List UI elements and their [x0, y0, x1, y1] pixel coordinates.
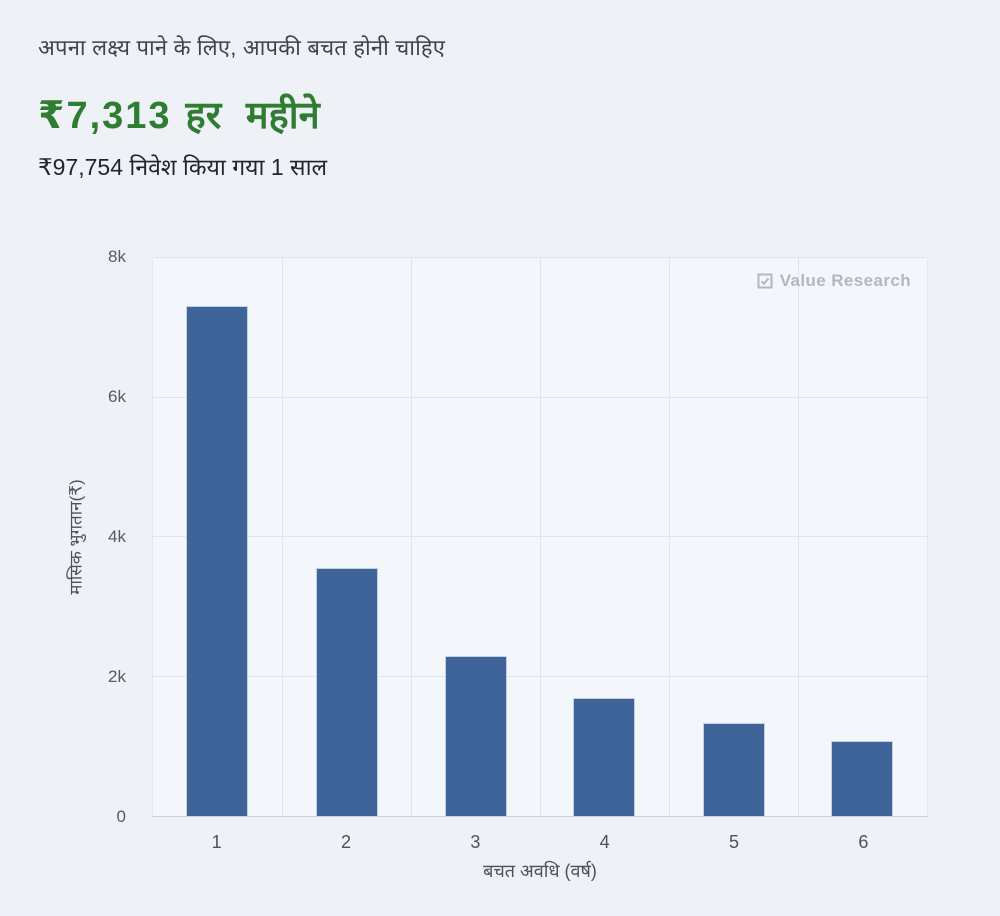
goal-intro-text: अपना लक्ष्य पाने के लिए, आपकी बचत होनी च… [38, 35, 446, 60]
y-axis-title: मासिक भुगतान(₹) [66, 479, 86, 595]
x-tick-label-5: 5 [728, 832, 740, 852]
checkbox-check-icon [757, 273, 773, 289]
x-tick-label-1: 1 [211, 832, 222, 852]
bar-year-1[interactable] [186, 305, 249, 816]
total-invested-text: ₹97,754 निवेश किया गया 1 साल [38, 154, 328, 180]
y-tick-label-4k: 4k [108, 527, 126, 546]
x-tick-label-3: 3 [470, 832, 481, 852]
x-gridline-3 [540, 258, 541, 816]
x-gridline-1 [281, 258, 283, 816]
watermark-label: Value Research [779, 271, 911, 290]
y-tick-label-6k: 6k [108, 387, 126, 406]
x-tick-label-6: 6 [858, 832, 869, 852]
x-axis: 1 2 3 4 5 6 [152, 832, 928, 858]
monthly-saving-headline: ₹7,313 हर महीने [38, 88, 320, 140]
x-gridline-4 [668, 258, 670, 816]
y-gridline-8k [153, 257, 927, 258]
bar-year-3[interactable] [444, 656, 507, 816]
value-research-watermark: Value Research [757, 271, 911, 291]
bar-year-6[interactable] [831, 741, 894, 816]
x-tick-label-2: 2 [340, 832, 352, 852]
x-axis-title: बचत अवधि (वर्ष) [483, 861, 597, 881]
monthly-saving-suffix: हर महीने [185, 95, 320, 137]
bar-year-5[interactable] [702, 723, 765, 816]
bar-year-2[interactable] [315, 568, 378, 816]
x-tick-label-4: 4 [599, 832, 610, 852]
x-gridline-2 [410, 258, 412, 816]
y-tick-label-8k: 8k [108, 247, 126, 266]
bar-chart-plot-area: Value Research [152, 257, 928, 817]
x-gridline-5 [798, 258, 799, 816]
y-axis: 0 2k 4k 6k 8k [0, 247, 132, 826]
bar-year-4[interactable] [573, 698, 636, 816]
y-tick-label-2k: 2k [108, 667, 126, 686]
y-tick-label-0: 0 [116, 807, 126, 826]
monthly-saving-amount: ₹7,313 [38, 95, 172, 137]
